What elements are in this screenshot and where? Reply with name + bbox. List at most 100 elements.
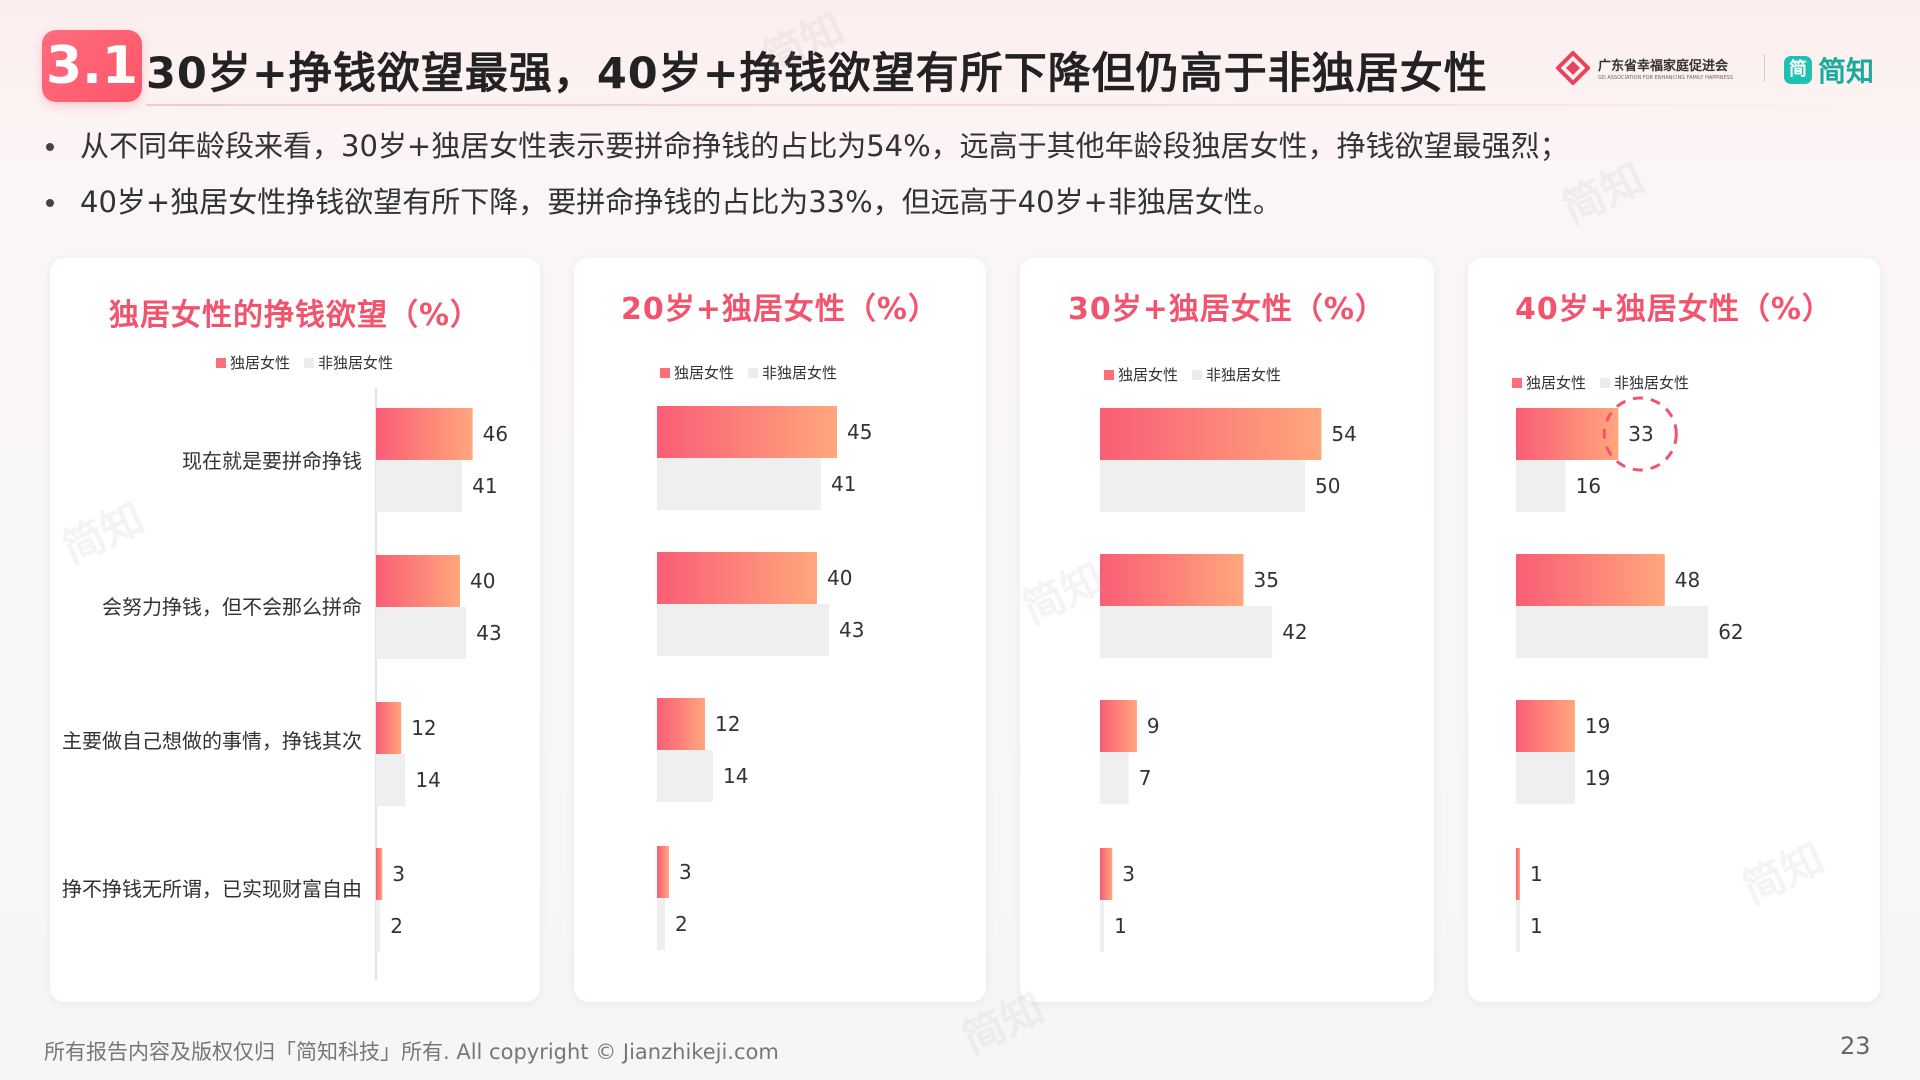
chart-legend: 独居女性 非独居女性 [216, 352, 407, 373]
title-divider [146, 104, 1876, 106]
bar-value-label: 3 [392, 862, 405, 886]
bar-single-women [657, 698, 705, 750]
chart-card-20plus: 20岁+独居女性（%） 独居女性 非独居女性 45 41 40 43 12 14 3 2 [574, 258, 986, 1002]
legend-swatch [1512, 377, 1522, 388]
legend-item-single: 独居女性 [216, 352, 290, 373]
bar-single-women [1516, 700, 1575, 752]
bar-value-label: 40 [827, 566, 852, 590]
bar-value-label: 14 [415, 768, 440, 792]
bar-single-women [376, 555, 460, 607]
bar-chart: 54 50 35 42 9 7 3 1 [1100, 408, 1357, 952]
bar-single-women [376, 702, 402, 754]
bar-value-label: 19 [1585, 714, 1610, 738]
summary-bullets: 从不同年龄段来看，30岁+独居女性表示要拼命挣钱的占比为54%，远高于其他年龄段… [46, 118, 1569, 230]
bar-value-label: 1 [1530, 914, 1543, 938]
bar-nonsingle-women [1100, 606, 1273, 658]
brand-logo-text: 简知 [1818, 55, 1875, 88]
highlight-circle [1602, 396, 1678, 472]
bullet-text: 40岁+独居女性挣钱欲望有所下降，要拼命挣钱的占比为33%，但远高于40岁+非独… [80, 185, 1282, 219]
bullet-dot-icon [46, 199, 54, 207]
bar-nonsingle-women [1100, 900, 1105, 952]
org-logo-name: 广东省幸福家庭促进会 [1598, 59, 1729, 74]
legend-label: 非独居女性 [1206, 366, 1282, 384]
legend-swatch [748, 367, 759, 378]
bar-value-label: 2 [675, 912, 688, 936]
bar-value-label: 12 [715, 712, 740, 736]
chart-title: 40岁+独居女性（%） [1515, 292, 1833, 327]
bar-nonsingle-women [1516, 606, 1709, 658]
org-diamond-icon [1556, 51, 1590, 85]
bar-value-label: 3 [1122, 862, 1135, 886]
bar-nonsingle-women [376, 460, 463, 512]
legend-swatch [304, 357, 315, 368]
bar-nonsingle-women [657, 750, 713, 802]
chart-title: 独居女性的挣钱欲望（%） [108, 298, 482, 333]
chart-card-30plus: 30岁+独居女性（%） 独居女性 非独居女性 54 50 35 42 9 7 3 1 [1020, 258, 1434, 1002]
bar-single-women [1100, 554, 1244, 606]
category-label: 现在就是要拼命挣钱 [182, 449, 362, 473]
bar-single-women [1516, 554, 1665, 606]
bar-value-label: 48 [1675, 568, 1700, 592]
legend-item-single: 独居女性 [660, 362, 734, 383]
page-number: 23 [1840, 1032, 1871, 1060]
bar-value-label: 41 [472, 474, 497, 498]
legend-swatch [660, 367, 670, 378]
bar-value-label: 3 [679, 860, 692, 884]
bar-single-women [657, 406, 837, 458]
bar-value-label: 9 [1147, 714, 1160, 738]
bar-value-label: 35 [1254, 568, 1279, 592]
chart-legend: 独居女性 非独居女性 [1104, 364, 1295, 385]
category-label: 会努力挣钱，但不会那么拼命 [102, 595, 362, 619]
org-logo: 广东省幸福家庭促进会 GD ASSOCIATION FOR ENHANCING … [1556, 48, 1733, 88]
legend-item-nonsingle: 非独居女性 [1600, 372, 1689, 393]
bar-value-label: 41 [831, 472, 856, 496]
bar-nonsingle-women [376, 607, 467, 659]
legend-label: 独居女性 [1118, 366, 1179, 384]
chart-card-overall: 独居女性的挣钱欲望（%） 独居女性 非独居女性 现在就是要拼命挣钱 会努力挣钱，… [50, 258, 540, 1002]
brand-logo: 简 简知 [1784, 50, 1874, 90]
bar-value-label: 1 [1114, 914, 1127, 938]
bar-value-label: 45 [847, 420, 872, 444]
chart-title: 20岁+独居女性（%） [621, 292, 939, 327]
bar-single-women [1100, 408, 1322, 460]
legend-label: 非独居女性 [762, 364, 838, 382]
chart-title: 30岁+独居女性（%） [1068, 292, 1386, 327]
legend-item-single: 独居女性 [1512, 372, 1586, 393]
bullet-text: 从不同年龄段来看，30岁+独居女性表示要拼命挣钱的占比为54%，远高于其他年龄段… [80, 129, 1569, 163]
org-logo-english: GD ASSOCIATION FOR ENHANCING FAMILY HAPP… [1598, 75, 1733, 81]
bar-value-label: 40 [470, 569, 495, 593]
bar-nonsingle-women [657, 604, 829, 656]
bar-nonsingle-women [1100, 460, 1305, 512]
bar-value-label: 33 [1628, 422, 1653, 446]
bar-single-women [1100, 700, 1137, 752]
bar-nonsingle-women [657, 898, 665, 950]
bar-single-women [1100, 848, 1113, 900]
legend-item-nonsingle: 非独居女性 [1192, 364, 1281, 385]
bar-single-women [1516, 848, 1520, 900]
legend-swatch [1104, 369, 1114, 380]
bar-value-label: 12 [411, 716, 436, 740]
chart-legend: 独居女性 非独居女性 [660, 362, 851, 383]
bar-chart: 45 41 40 43 12 14 3 2 [657, 406, 872, 950]
bar-nonsingle-women [657, 458, 821, 510]
legend-swatch [1192, 369, 1203, 380]
brand-logo-icon: 简 [1784, 56, 1812, 84]
bar-value-label: 7 [1139, 766, 1152, 790]
page-title: 30岁+挣钱欲望最强，40岁+挣钱欲望有所下降但仍高于非独居女性 [146, 49, 1488, 99]
category-label: 挣不挣钱无所谓，已实现财富自由 [62, 877, 362, 901]
bar-value-label: 62 [1718, 620, 1743, 644]
bar-nonsingle-women [376, 754, 406, 806]
legend-item-single: 独居女性 [1104, 364, 1178, 385]
legend-swatch [216, 357, 226, 368]
copyright-footer: 所有报告内容及版权仅归「简知科技」所有. All copyright © Jia… [44, 1040, 779, 1064]
bar-chart: 33 16 48 62 19 19 1 1 [1516, 396, 1744, 952]
category-label: 主要做自己想做的事情，挣钱其次 [62, 729, 362, 753]
bar-value-label: 54 [1331, 422, 1356, 446]
legend-label: 独居女性 [1526, 374, 1587, 392]
bar-value-label: 43 [476, 621, 501, 645]
legend-label: 独居女性 [674, 364, 735, 382]
bar-nonsingle-women [1516, 900, 1520, 952]
bullet-item: 从不同年龄段来看，30岁+独居女性表示要拼命挣钱的占比为54%，远高于其他年龄段… [46, 118, 1569, 174]
bar-value-label: 1 [1530, 862, 1543, 886]
bar-single-women [657, 846, 669, 898]
